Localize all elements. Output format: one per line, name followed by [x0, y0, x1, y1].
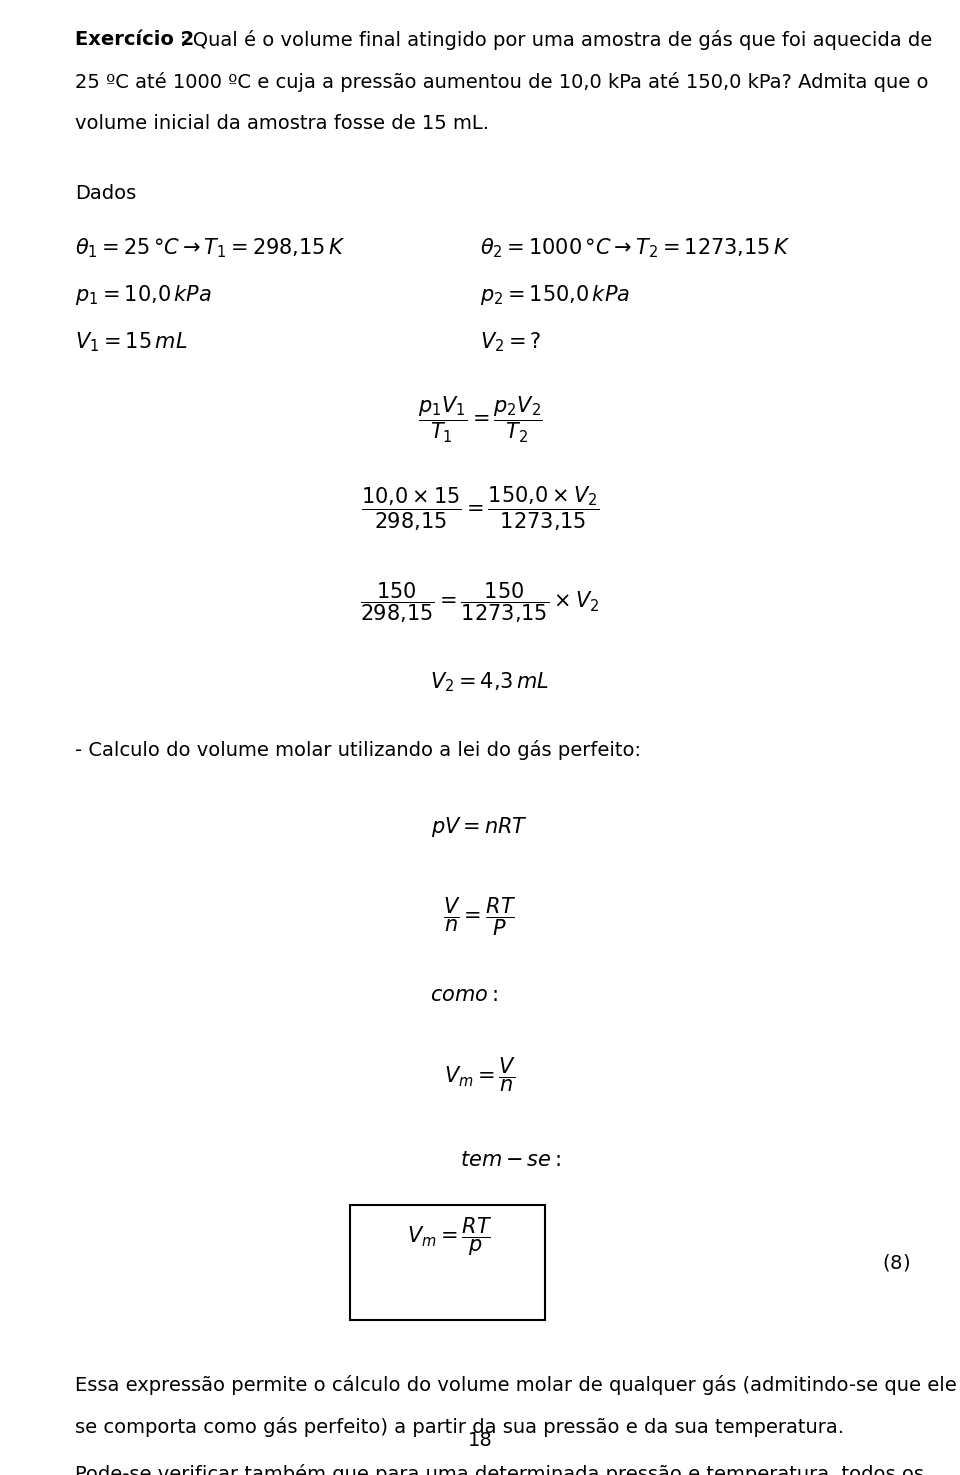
- Text: $\dfrac{V}{n} = \dfrac{RT}{P}$: $\dfrac{V}{n} = \dfrac{RT}{P}$: [444, 895, 516, 938]
- Text: $V_2 = ?$: $V_2 = ?$: [480, 330, 541, 354]
- Text: 25 ºC até 1000 ºC e cuja a pressão aumentou de 10,0 kPa até 150,0 kPa? Admita qu: 25 ºC até 1000 ºC e cuja a pressão aumen…: [75, 72, 928, 91]
- Text: : Qual é o volume final atingido por uma amostra de gás que foi aquecida de: : Qual é o volume final atingido por uma…: [180, 30, 932, 50]
- Text: $V_1 = 15\,mL$: $V_1 = 15\,mL$: [75, 330, 187, 354]
- Text: Dados: Dados: [75, 184, 136, 204]
- Text: $(8)$: $(8)$: [882, 1252, 910, 1273]
- Text: $\theta_1 = 25\,°C \rightarrow T_1 = 298{,}15\,K$: $\theta_1 = 25\,°C \rightarrow T_1 = 298…: [75, 236, 346, 260]
- Text: $como :$: $como :$: [430, 985, 498, 1004]
- Text: 18: 18: [468, 1431, 492, 1450]
- Text: - Calculo do volume molar utilizando a lei do gás perfeito:: - Calculo do volume molar utilizando a l…: [75, 740, 641, 760]
- Text: $pV = nRT$: $pV = nRT$: [431, 816, 529, 839]
- Text: $tem - se :$: $tem - se :$: [460, 1150, 562, 1170]
- Text: $p_2 = 150{,}0\,kPa$: $p_2 = 150{,}0\,kPa$: [480, 283, 630, 307]
- Text: Essa expressão permite o cálculo do volume molar de qualquer gás (admitindo-se q: Essa expressão permite o cálculo do volu…: [75, 1375, 957, 1395]
- Text: $V_m = \dfrac{RT}{p}$: $V_m = \dfrac{RT}{p}$: [407, 1215, 492, 1258]
- Text: $V_2 = 4{,}3\,mL$: $V_2 = 4{,}3\,mL$: [430, 670, 549, 693]
- Text: $\theta_2 = 1000\,°C \rightarrow T_2 = 1273{,}15\,K$: $\theta_2 = 1000\,°C \rightarrow T_2 = 1…: [480, 236, 790, 260]
- Text: $p_1 = 10{,}0\,kPa$: $p_1 = 10{,}0\,kPa$: [75, 283, 212, 307]
- Text: Exercício 2: Exercício 2: [75, 30, 194, 49]
- Text: volume inicial da amostra fosse de 15 mL.: volume inicial da amostra fosse de 15 mL…: [75, 114, 489, 133]
- Text: $\dfrac{10{,}0 \times 15}{298{,}15} = \dfrac{150{,}0 \times V_2}{1273{,}15}$: $\dfrac{10{,}0 \times 15}{298{,}15} = \d…: [361, 485, 599, 532]
- Text: $\dfrac{p_1 V_1}{T_1} = \dfrac{p_2 V_2}{T_2}$: $\dfrac{p_1 V_1}{T_1} = \dfrac{p_2 V_2}{…: [418, 395, 542, 445]
- Text: $\dfrac{150}{298{,}15} = \dfrac{150}{1273{,}15} \times V_2$: $\dfrac{150}{298{,}15} = \dfrac{150}{127…: [360, 580, 600, 624]
- Text: se comporta como gás perfeito) a partir da sua pressão e da sua temperatura.: se comporta como gás perfeito) a partir …: [75, 1417, 844, 1437]
- Text: Pode-se verificar também que para uma determinada pressão e temperatura, todos o: Pode-se verificar também que para uma de…: [75, 1465, 924, 1475]
- Text: $V_m = \dfrac{V}{n}$: $V_m = \dfrac{V}{n}$: [444, 1055, 516, 1093]
